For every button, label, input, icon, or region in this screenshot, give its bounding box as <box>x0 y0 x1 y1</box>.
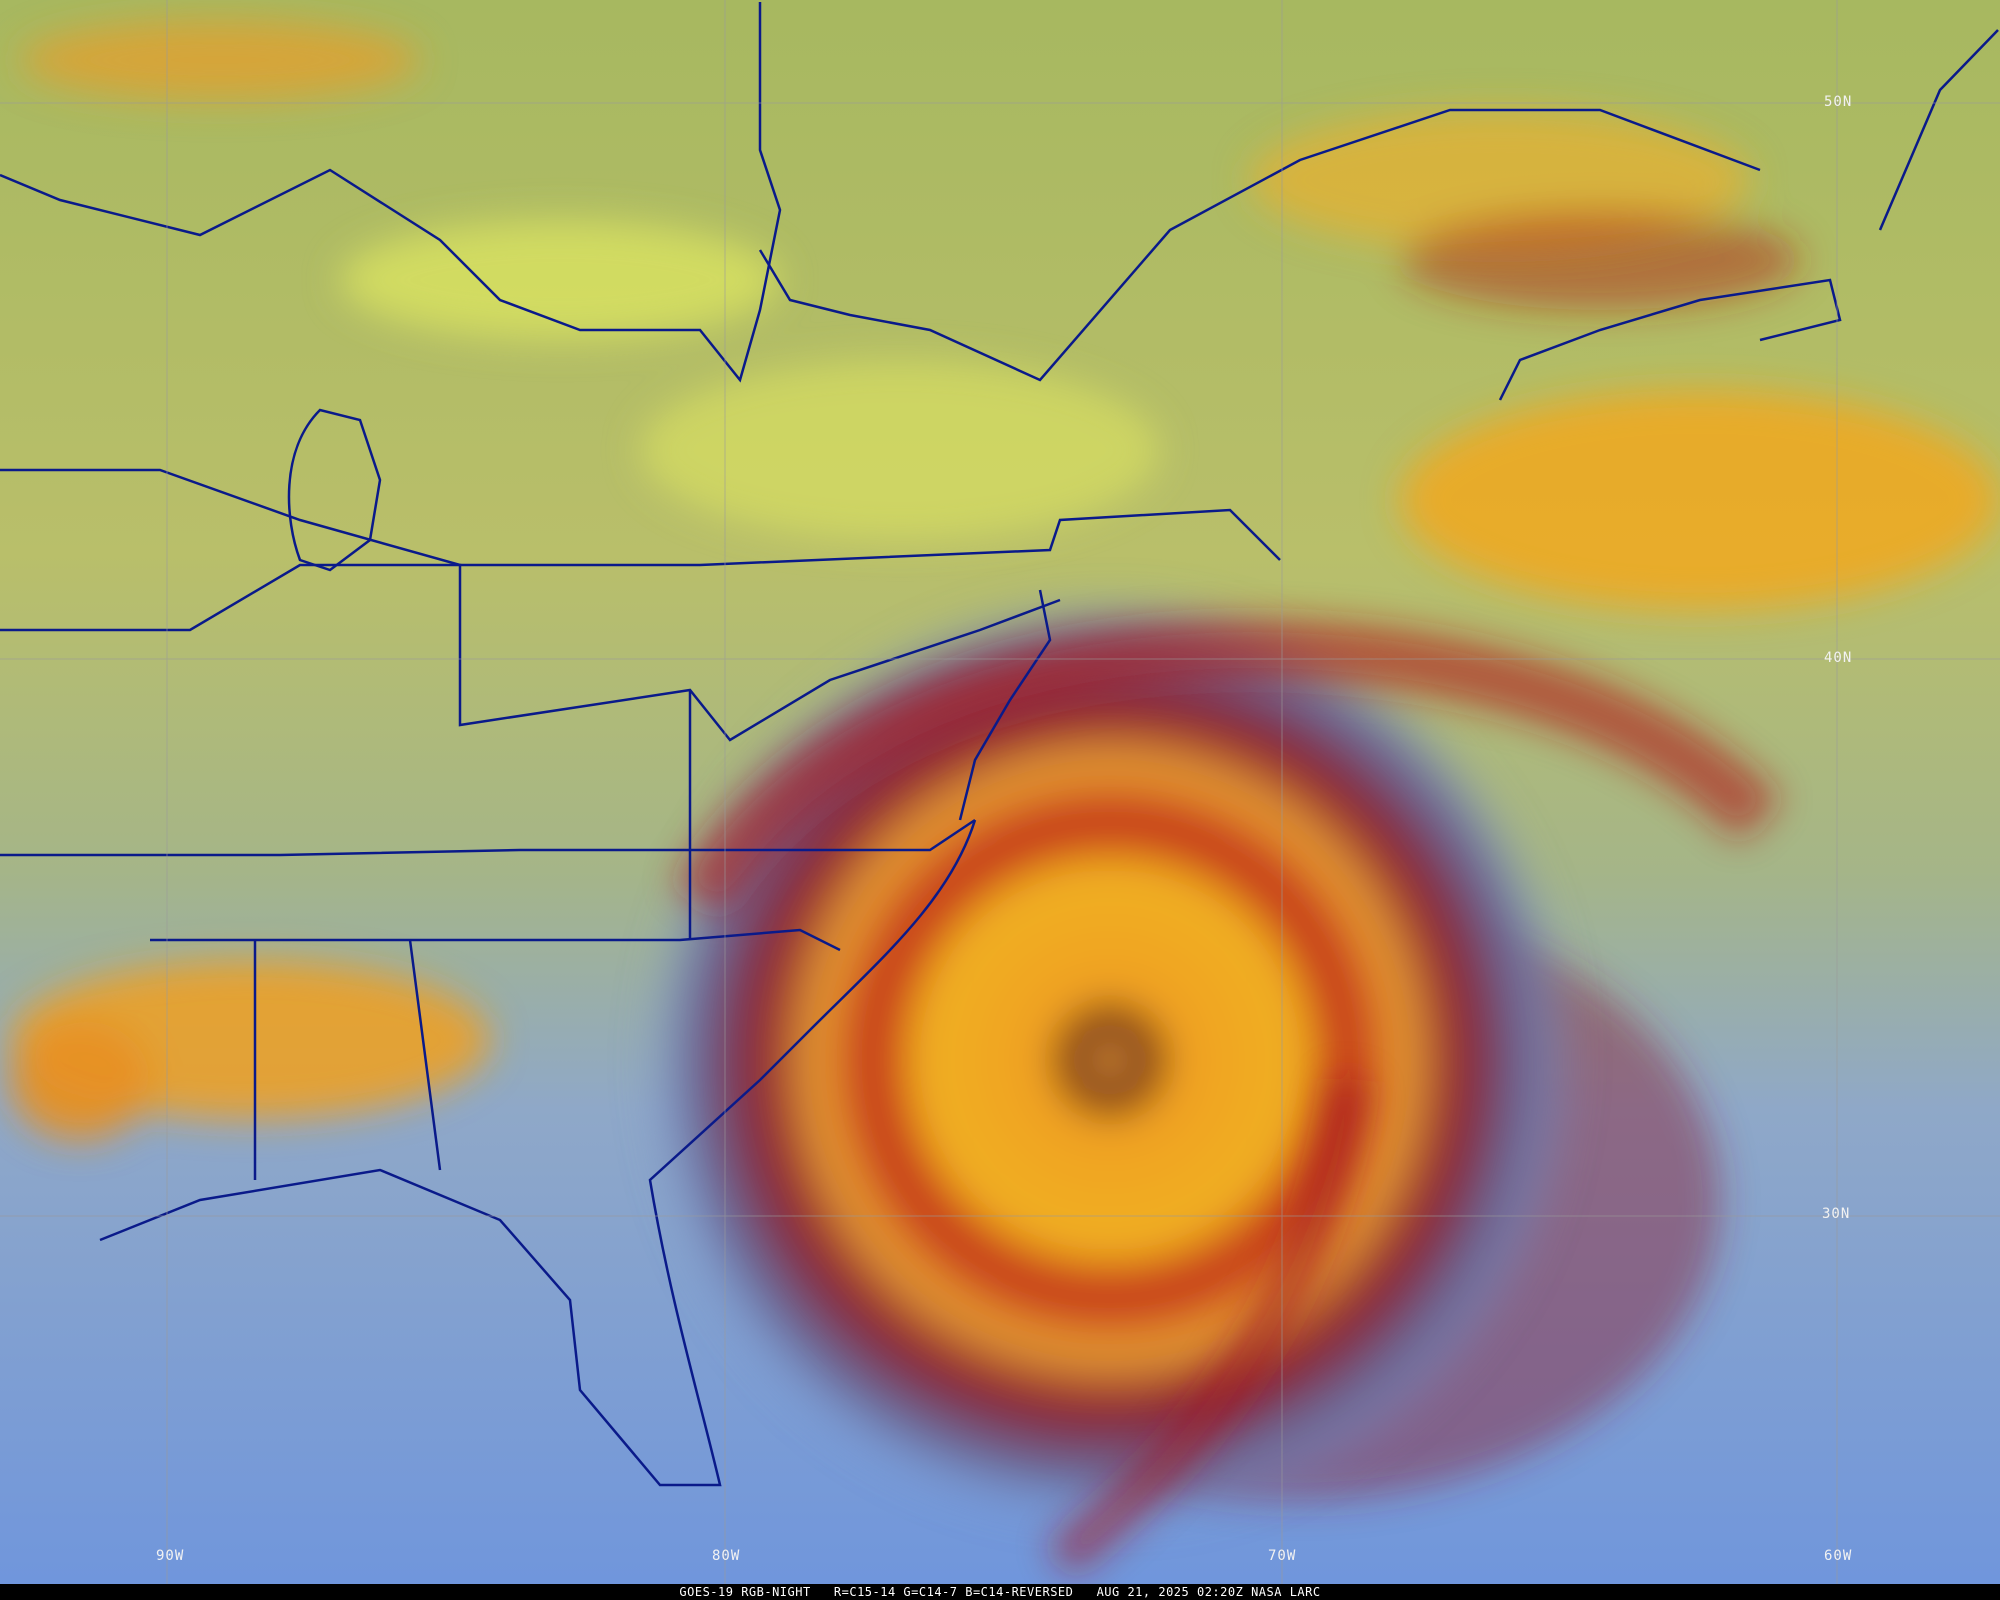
hurricane <box>640 590 1580 1530</box>
rainband-south <box>1047 1077 1370 1576</box>
lon-label-90w: 90W <box>156 1548 185 1564</box>
lon-label-60w: 60W <box>1824 1548 1853 1564</box>
caption-timestamp: AUG 21, 2025 02:20Z <box>1096 1585 1244 1599</box>
caption-satellite: GOES-19 RGB-NIGHT <box>679 1585 811 1599</box>
caption-channels: R=C15-14 G=C14-7 B=C14-REVERSED <box>833 1585 1074 1599</box>
lon-label-80w: 80W <box>712 1548 741 1564</box>
image-caption-bar: GOES-19 RGB-NIGHT R=C15-14 G=C14-7 B=C14… <box>0 1584 2000 1600</box>
caption-source: NASA LARC <box>1251 1585 1321 1599</box>
lat-label-30n: 30N <box>1822 1206 1851 1222</box>
lat-label-40n: 40N <box>1824 650 1853 666</box>
rainband-north <box>674 620 1782 916</box>
lon-label-70w: 70W <box>1268 1548 1297 1564</box>
lat-label-50n: 50N <box>1824 94 1853 110</box>
political-boundaries <box>0 2 1999 1487</box>
